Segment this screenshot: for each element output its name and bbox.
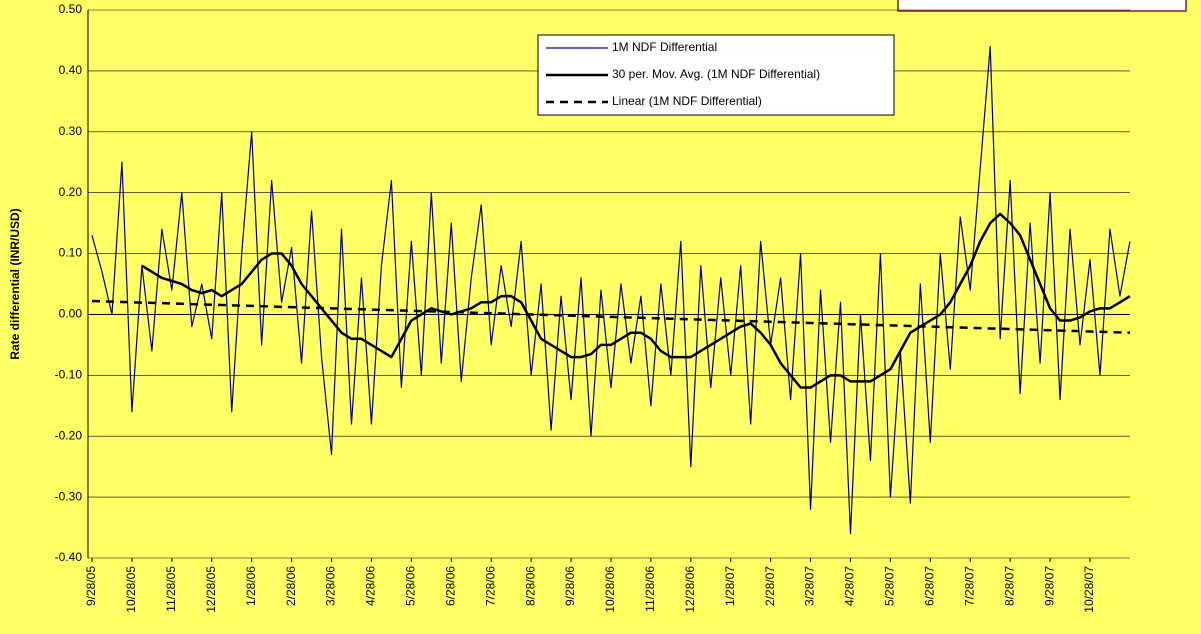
x-tick-label: 8/28/07 — [1002, 566, 1016, 606]
x-tick-label: 10/28/06 — [603, 566, 617, 613]
x-tick-label: 9/28/06 — [563, 566, 577, 606]
series-line — [91, 45, 1131, 535]
series-line — [91, 299, 1130, 334]
x-tick-label: 11/28/06 — [643, 566, 657, 612]
y-tick-label: -0.10 — [55, 368, 83, 382]
x-tick-label: 1/28/07 — [723, 566, 737, 606]
x-tick-label: 12/28/06 — [683, 566, 697, 613]
x-tick-label: 10/28/07 — [1082, 566, 1096, 613]
x-tick-label: 8/28/06 — [523, 566, 537, 606]
y-tick-label: 0.20 — [59, 185, 83, 199]
y-axis-label: Rate differential (INR/USD) — [8, 208, 22, 359]
x-tick-label: 5/28/06 — [404, 566, 418, 606]
y-tick-label: 0.40 — [59, 63, 83, 77]
legend-label: 1M NDF Differential — [612, 40, 717, 54]
legend: 1M NDF Differential 30 per. Mov. Avg. (1M… — [537, 34, 895, 116]
y-tick-label: -0.20 — [55, 428, 83, 442]
x-tick-label: 10/28/05 — [124, 566, 138, 613]
x-tick-label: 12/28/05 — [204, 566, 218, 613]
y-tick-label: 0.10 — [59, 246, 83, 260]
y-tick-label: 0.00 — [59, 307, 83, 321]
x-tick-label: 2/28/06 — [284, 566, 298, 606]
x-tick-label: 7/28/07 — [962, 566, 976, 606]
y-tick-label: 0.30 — [59, 124, 83, 138]
x-tick-label: 3/28/07 — [803, 566, 817, 606]
x-tick-label: 7/28/06 — [483, 566, 497, 606]
x-tick-label: 3/28/06 — [324, 566, 338, 606]
x-tick-label: 2/28/07 — [763, 566, 777, 606]
x-tick-label: 6/28/06 — [443, 566, 457, 606]
cropped-box — [897, 0, 1187, 12]
x-tick-label: 5/28/07 — [883, 566, 897, 606]
x-tick-label: 6/28/07 — [922, 566, 936, 606]
x-tick-label: 1/28/06 — [244, 566, 258, 606]
legend-label: Linear (1M NDF Differential) — [612, 94, 762, 108]
y-tick-label: -0.30 — [55, 489, 83, 503]
y-tick-label: -0.40 — [55, 550, 83, 564]
legend-label: 30 per. Mov. Avg. (1M NDF Differential) — [612, 67, 820, 81]
series-line — [141, 212, 1131, 389]
x-tick-label: 9/28/07 — [1042, 566, 1056, 606]
x-tick-label: 4/28/07 — [843, 566, 857, 606]
y-tick-label: 0.50 — [59, 2, 83, 16]
x-tick-label: 4/28/06 — [364, 566, 378, 606]
x-tick-label: 9/28/05 — [84, 566, 98, 606]
x-tick-label: 11/28/05 — [164, 566, 178, 612]
